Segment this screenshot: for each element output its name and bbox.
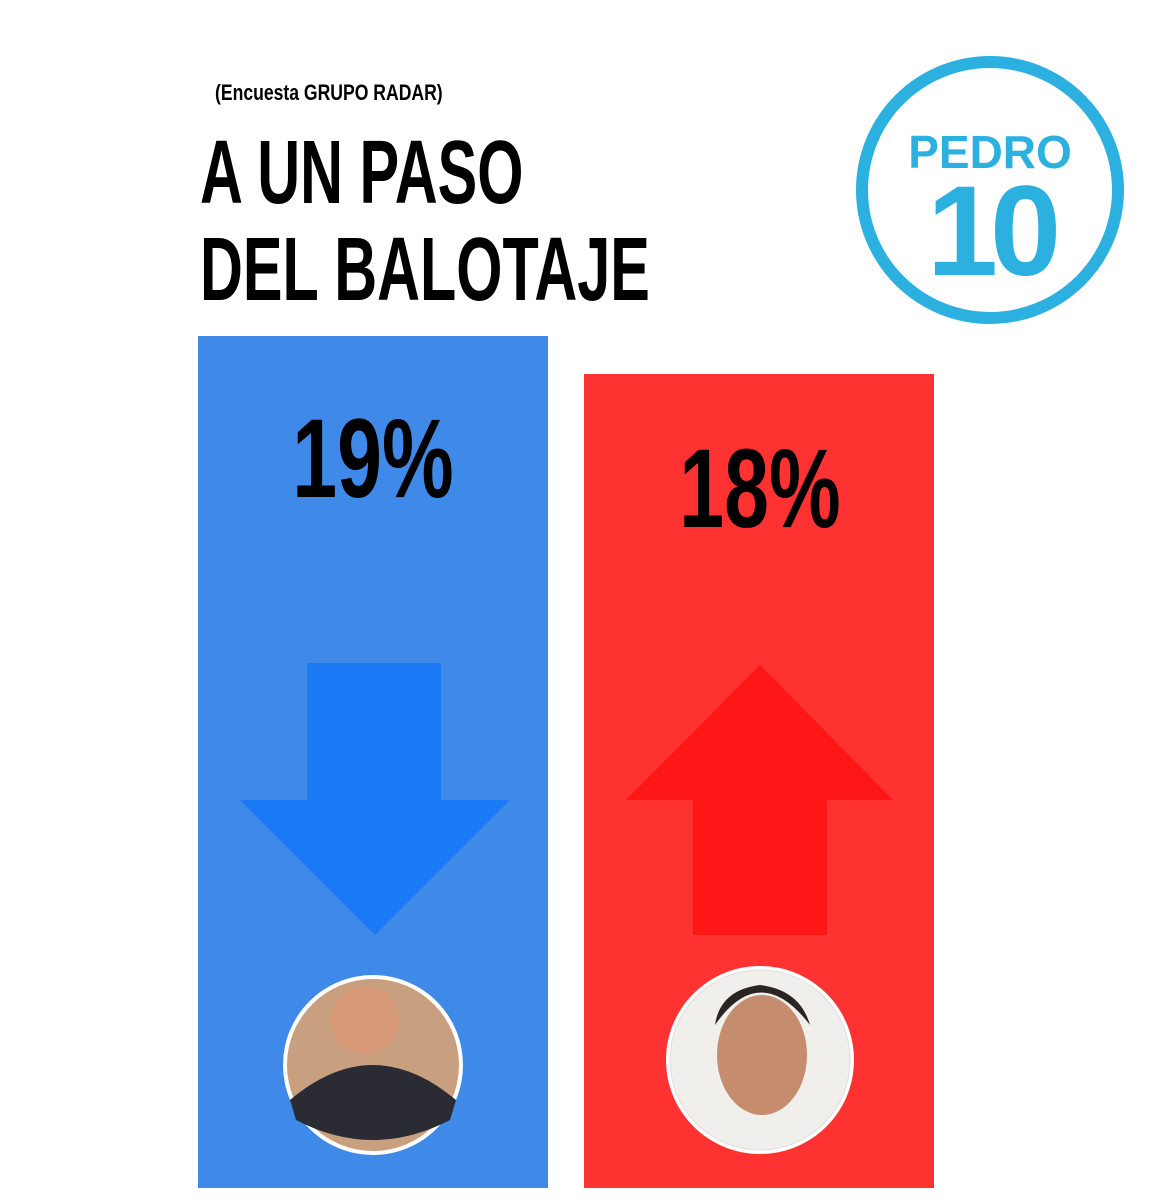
percent: 18% bbox=[679, 426, 840, 551]
source-note: (Encuesta GRUPO RADAR) bbox=[215, 81, 443, 105]
up-arrow bbox=[626, 665, 893, 935]
avatar bbox=[283, 975, 463, 1155]
logo-top: PEDRO bbox=[908, 126, 1072, 178]
avatar-hair bbox=[715, 985, 810, 1025]
avatar-body bbox=[290, 1065, 456, 1140]
avatar bbox=[666, 966, 854, 1154]
logo: PEDRO 10 bbox=[856, 56, 1124, 324]
title-line: DEL BALOTAJE bbox=[200, 220, 650, 320]
down-arrow bbox=[240, 663, 510, 935]
logo-number: 10 bbox=[927, 160, 1056, 303]
logo-ring bbox=[856, 56, 1124, 324]
avatar-head bbox=[331, 986, 399, 1054]
avatar-head bbox=[717, 995, 807, 1115]
title-line: A UN PASO bbox=[200, 123, 523, 223]
percent: 19% bbox=[292, 396, 453, 521]
